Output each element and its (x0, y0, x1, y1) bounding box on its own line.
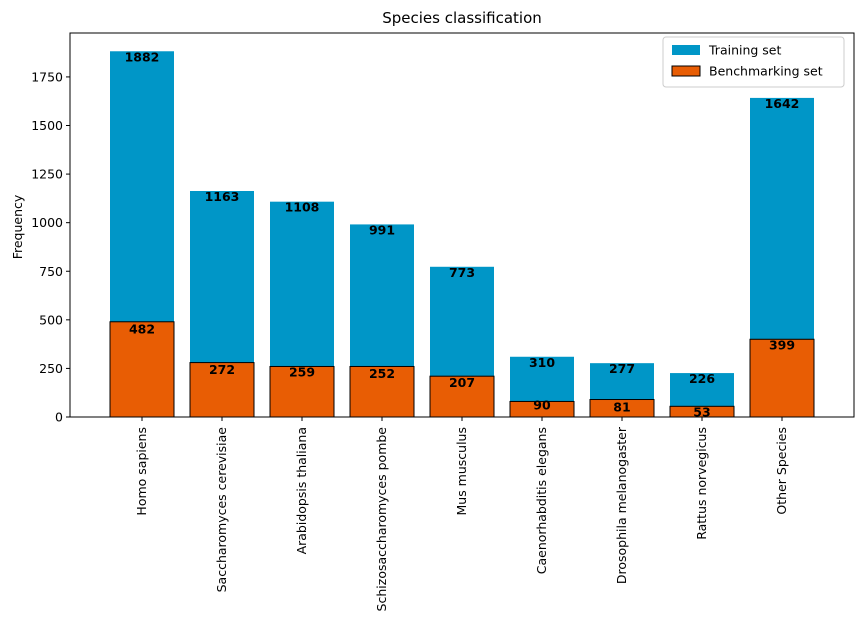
benchmarking-value-label: 252 (369, 366, 395, 381)
x-tick-label: Homo sapiens (134, 427, 149, 516)
benchmarking-value-label: 90 (533, 398, 551, 413)
y-tick-label: 1750 (31, 69, 63, 84)
x-tick-label: Saccharomyces cerevisiae (214, 427, 229, 593)
benchmarking-bar (109, 321, 175, 418)
benchmarking-value-label: 53 (693, 405, 710, 420)
x-tick-label: Drosophila melanogaster (614, 426, 629, 584)
x-tick-label: Caenorhabditis elegans (534, 427, 549, 574)
benchmarking-bar (429, 375, 495, 418)
x-tick-label: Mus musculus (454, 427, 469, 516)
benchmarking-value-label: 207 (449, 375, 475, 390)
legend-swatch (671, 65, 701, 77)
x-tick-label: Arabidopsis thaliana (294, 427, 309, 554)
benchmarking-bar (269, 365, 335, 418)
benchmarking-value-label: 259 (289, 365, 315, 380)
y-tick-label: 0 (55, 410, 63, 425)
y-tick-label: 1250 (31, 167, 63, 182)
legend-entry-label: Benchmarking set (709, 64, 823, 79)
training-value-label: 1163 (205, 189, 240, 204)
legend-swatch (672, 45, 700, 55)
legend-entry-label: Training set (708, 43, 781, 58)
chart-title: Species classification (382, 9, 542, 27)
benchmarking-value-label: 399 (769, 337, 795, 352)
bars-layer (109, 51, 815, 418)
data-labels-layer: 1882 1163 1108 991 773 310 277 226 1642 482 272 259… (125, 49, 800, 419)
training-value-label: 310 (529, 355, 555, 370)
x-tick-label: Other Species (774, 427, 789, 515)
legend-box (662, 36, 845, 88)
legend: Training set Benchmarking set (662, 36, 845, 88)
training-value-label: 226 (689, 371, 715, 386)
training-value-label: 277 (609, 361, 635, 376)
benchmarking-bar (189, 362, 255, 418)
benchmarking-bar (349, 365, 415, 418)
training-value-label: 991 (369, 222, 395, 237)
benchmarking-value-label: 482 (129, 321, 155, 336)
axes-layer: 0 250 500 750 1000 1250 1500 1750 Homo sapiens Sa… (31, 32, 855, 612)
training-value-label: 1882 (125, 49, 160, 64)
y-tick-label: 1500 (31, 118, 63, 133)
benchmarking-value-label: 272 (209, 362, 235, 377)
training-value-label: 1642 (765, 96, 800, 111)
y-axis-label: Frequency (10, 194, 25, 259)
training-value-label: 1108 (285, 200, 320, 215)
benchmarking-bar (749, 338, 815, 418)
y-tick-label: 750 (39, 264, 63, 279)
benchmarking-value-label: 81 (613, 399, 630, 414)
x-tick-label: Schizosaccharomyces pombe (374, 427, 389, 612)
training-value-label: 773 (449, 265, 475, 280)
y-tick-label: 250 (39, 361, 63, 376)
y-tick-label: 500 (39, 312, 63, 327)
y-tick-label: 1000 (31, 215, 63, 230)
x-tick-label: Rattus norvegicus (694, 427, 709, 540)
